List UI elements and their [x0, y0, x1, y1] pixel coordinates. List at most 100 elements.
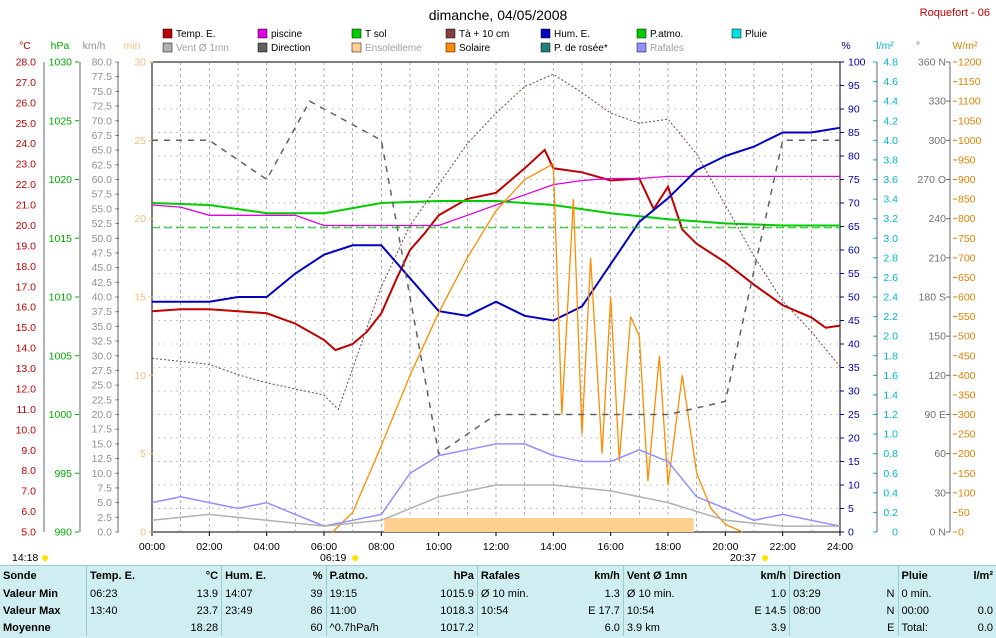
pct-axis-tick-label: 50: [848, 292, 860, 304]
lm2-axis-tick-label: 4.4: [883, 96, 898, 108]
legend-label: P.atmo.: [650, 29, 683, 40]
deg-axis-tick-label: 210: [928, 252, 946, 264]
kmh-axis-tick-label: 72.5: [92, 101, 113, 113]
lm2-axis-tick-label: 0.6: [883, 468, 898, 480]
cell: 14:07: [221, 585, 297, 602]
summary-header: Vent Ø 1mn: [622, 566, 730, 585]
summary-header: Hum. E.: [221, 566, 297, 585]
deg-axis-unit: °: [916, 40, 920, 52]
hpa-axis-tick-label: 995: [54, 468, 72, 480]
kmh-axis-tick-label: 70.0: [92, 115, 113, 127]
min-axis-tick-label: 5: [140, 448, 146, 460]
min-axis-tick-label: 30: [134, 57, 146, 69]
cell: 1015.9: [440, 587, 474, 600]
pct-axis-tick-label: 80: [848, 151, 860, 163]
min-axis-unit: min: [124, 40, 141, 52]
temp-axis-tick-label: 22.0: [16, 179, 37, 191]
kmh-axis-tick-label: 27.5: [92, 365, 113, 377]
lm2-axis-tick-label: 0.2: [883, 507, 898, 519]
lm2-axis-tick-label: 4.0: [883, 135, 898, 147]
wm2-axis-tick-label: 600: [958, 292, 976, 304]
legend-label: T sol: [365, 29, 387, 40]
cell: [221, 619, 297, 636]
temp-axis-tick-label: 10.0: [16, 424, 37, 436]
temp-axis-tick-label: 21.0: [16, 200, 37, 212]
pct-axis-tick-label: 100: [848, 57, 866, 69]
legend-swatch: [731, 28, 742, 39]
pct-axis-tick-label: 65: [848, 221, 860, 233]
cell: Total:: [897, 619, 956, 636]
axis-units: °C hPa km/h min% l/m² ° W/m²: [19, 40, 978, 52]
series-temp-e-: [151, 148, 841, 352]
pct-axis-tick-label: 20: [848, 433, 860, 445]
cell: ^0.7hPa/h: [325, 619, 414, 636]
kmh-axis-tick-label: 47.5: [92, 247, 113, 259]
summary-row-avg: Moyenne 18.28 60 ^0.7hPa/h 1017.2 6.0 3.…: [0, 619, 996, 636]
kmh-axis-tick-label: 2.5: [97, 512, 112, 524]
min-axis-tick-label: 15: [134, 292, 146, 304]
lm2-axis-tick-label: 3.6: [883, 174, 898, 186]
wm2-axis-tick-label: 650: [958, 272, 976, 284]
kmh-axis-tick-label: 0.0: [97, 527, 112, 539]
kmh-axis-tick-label: 5.0: [97, 497, 112, 509]
pct-axis-tick-label: 85: [848, 127, 860, 139]
legend-label: Rafales: [650, 43, 684, 54]
deg-axis-tick-label: 120: [928, 370, 946, 382]
cell: E 17.7: [588, 604, 620, 617]
wm2-axis-tick-label: 250: [958, 429, 976, 441]
hpa-axis-unit: hPa: [51, 40, 70, 52]
summary-header: l/m²: [973, 569, 993, 582]
cell: 39: [310, 587, 323, 600]
temp-axis-tick-label: 13.0: [16, 363, 37, 375]
deg-axis-tick-label: 60: [934, 448, 946, 460]
lm2-axis-tick-label: 4.8: [883, 57, 898, 69]
summary-header: hPa: [453, 569, 474, 582]
hpa-axis-tick-label: 1000: [49, 409, 73, 421]
x-tick-label: 20:00: [712, 541, 738, 553]
legend-swatch: [351, 28, 362, 39]
cell: [476, 619, 563, 636]
pct-axis-tick-label: 30: [848, 386, 860, 398]
deg-axis-tick-label: 150: [928, 331, 946, 343]
cell: 0 min.: [897, 585, 956, 602]
kmh-axis-tick-label: 75.0: [92, 86, 113, 98]
x-tick-label: 16:00: [598, 541, 624, 553]
pct-axis-tick-label: 45: [848, 315, 860, 327]
series-vent-1mn: [151, 484, 840, 527]
cell: 19:15: [325, 585, 414, 602]
time-markers: 14:18 06:19 20:37: [12, 552, 769, 564]
summary-row-max: Valeur Max 13:40 23.7 23:49 86 11:00 101…: [0, 602, 996, 619]
x-tick-label: 08:00: [368, 541, 394, 553]
deg-axis-tick-label: 300: [928, 135, 946, 147]
current-time-label: 14:18: [12, 552, 38, 564]
wm2-axis-tick-label: 950: [958, 154, 976, 166]
legend-swatch: [162, 28, 173, 39]
row-label: Valeur Min: [3, 587, 59, 600]
wm2-axis-tick-label: 1200: [958, 57, 982, 69]
deg-axis-tick-label: 90 E: [924, 409, 946, 421]
summary-header: °C: [205, 569, 219, 582]
lm2-axis-tick-label: 1.8: [883, 350, 898, 362]
temp-axis-tick-label: 15.0: [16, 322, 37, 334]
cell: [85, 619, 168, 636]
x-tick-label: 18:00: [655, 541, 681, 553]
hpa-axis-tick-label: 1015: [49, 233, 73, 245]
wm2-axis-tick-label: 200: [958, 448, 976, 460]
current-time-marker: [42, 555, 48, 561]
summary-header: Temp. E.: [85, 566, 168, 585]
kmh-axis-tick-label: 55.0: [92, 203, 113, 215]
lm2-axis-tick-label: 3.4: [883, 194, 898, 206]
kmh-axis-tick-label: 62.5: [92, 159, 113, 171]
legend-label: P. de rosée*: [554, 43, 608, 54]
legend-label: Pluie: [745, 29, 768, 40]
legend-swatch: [540, 28, 551, 39]
cell: 86: [310, 604, 323, 617]
cell: E: [887, 621, 895, 634]
hpa-axis-tick-label: 1030: [49, 57, 73, 69]
legend-swatch: [257, 42, 268, 53]
wm2-axis-tick-label: 350: [958, 389, 976, 401]
cell: 00:00: [897, 602, 956, 619]
kmh-axis-unit: km/h: [83, 40, 106, 52]
deg-axis-tick-label: 270 O: [917, 174, 946, 186]
temp-axis-tick-label: 25.0: [16, 118, 37, 130]
